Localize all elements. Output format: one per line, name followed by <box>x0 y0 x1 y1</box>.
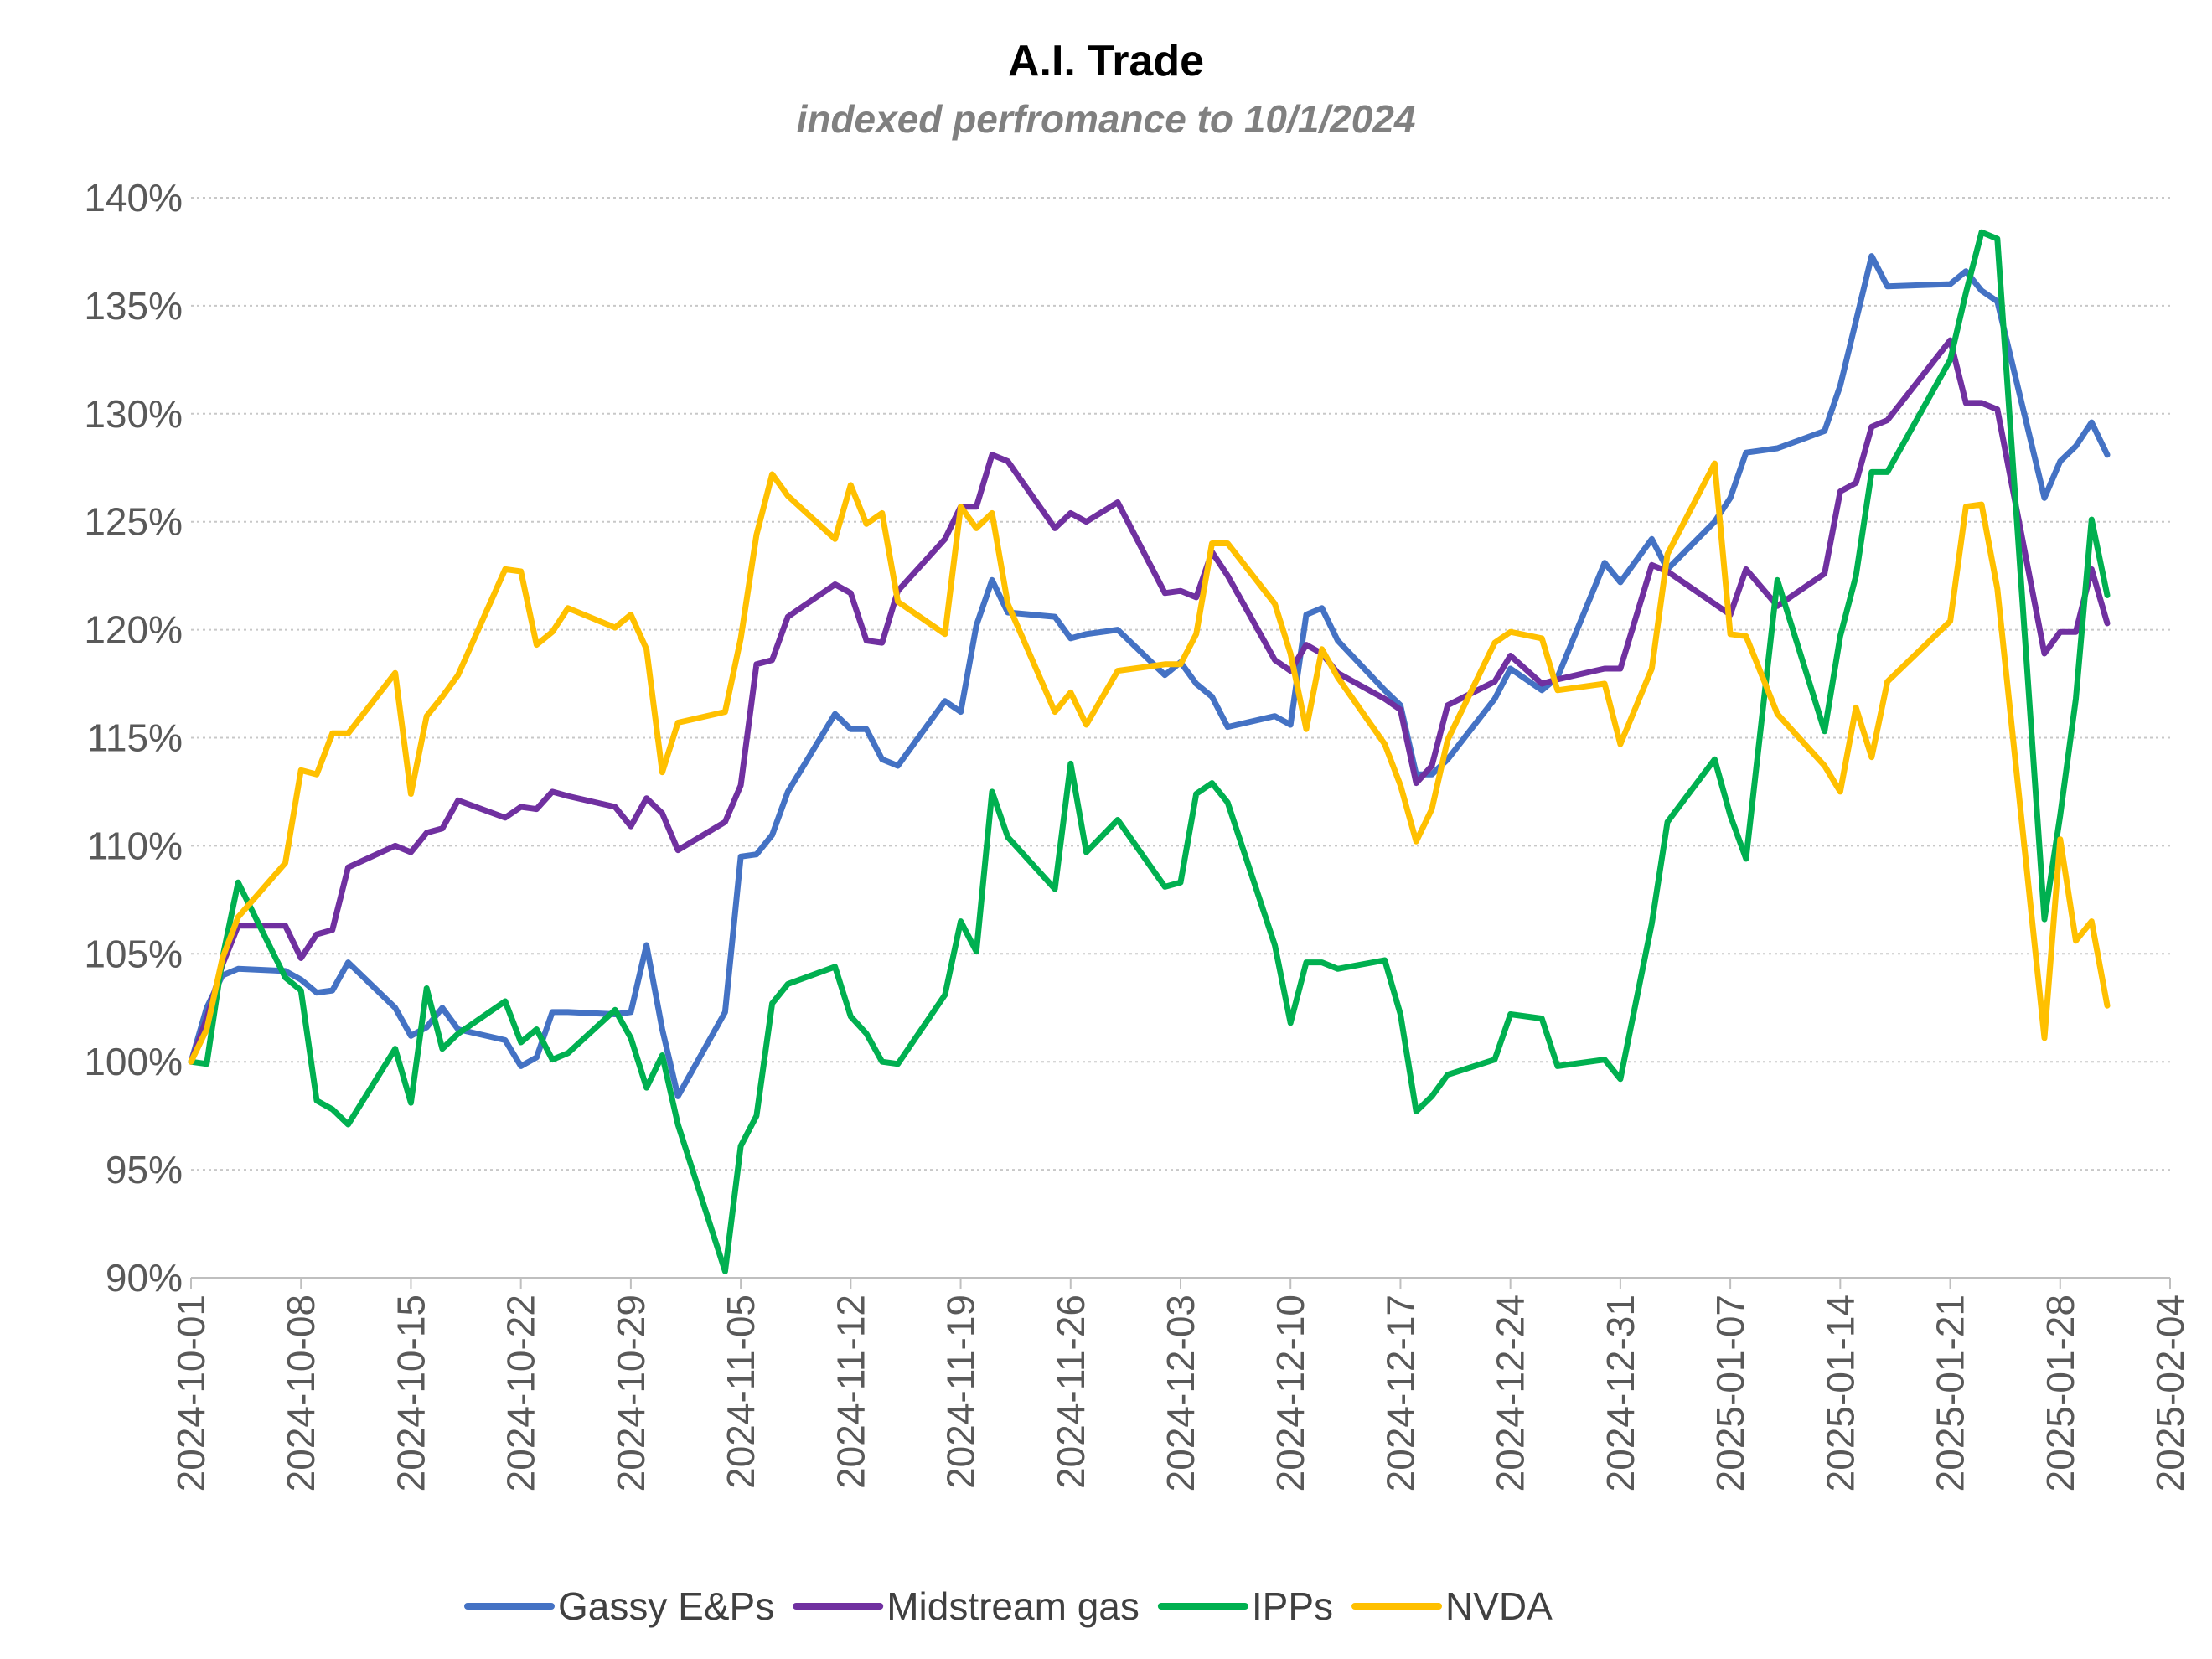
x-tick-label: 2024-10-01 <box>169 1295 213 1491</box>
y-tick-label: 125% <box>84 500 183 544</box>
y-tick-label: 100% <box>84 1040 183 1083</box>
x-tick-label: 2025-01-28 <box>2039 1295 2082 1491</box>
chart-title: A.I. Trade <box>1008 37 1204 85</box>
y-tick-label: 95% <box>106 1148 183 1191</box>
x-tick-label: 2024-11-12 <box>829 1295 872 1489</box>
x-tick-label: 2024-10-22 <box>499 1295 543 1491</box>
series-lines <box>188 229 2111 1274</box>
y-axis-tick-labels: 90% 95% 100% 105% 110% 115% 120% 125% 130% 135% 14… <box>84 176 183 1300</box>
x-tick-label: 2024-10-29 <box>609 1295 653 1491</box>
x-tick-label: 2025-01-14 <box>1818 1295 1862 1491</box>
legend: Gassy E&Ps Midstream gas IPPs NVDA <box>464 1584 1553 1628</box>
x-tick-label: 2025-02-04 <box>2148 1295 2192 1491</box>
y-tick-label: 90% <box>106 1256 183 1300</box>
x-tick-label: 2024-12-31 <box>1599 1295 1642 1491</box>
x-tick-label: 2025-01-21 <box>1929 1295 1972 1491</box>
legend-label: IPPs <box>1252 1584 1333 1628</box>
series-line-ipps <box>188 229 2111 1274</box>
chart-subtitle: indexed perfromance to 10/1/2024 <box>797 97 1416 141</box>
x-tick-label: 2024-10-15 <box>389 1295 432 1491</box>
x-axis: 2024-10-01 2024-10-08 2024-10-15 2024-10-22… <box>169 1277 2192 1491</box>
y-tick-label: 135% <box>84 284 183 328</box>
x-tick-label: 2025-01-07 <box>1708 1295 1752 1491</box>
x-tick-label: 2024-11-19 <box>939 1295 983 1489</box>
y-tick-label: 110% <box>87 824 183 867</box>
y-tick-label: 120% <box>84 608 183 652</box>
y-tick-label: 115% <box>87 716 183 760</box>
series-line-nvda <box>188 460 2111 1065</box>
y-tick-label: 105% <box>84 932 183 975</box>
y-tick-label: 130% <box>84 392 183 436</box>
x-tick-label: 2024-10-08 <box>279 1295 323 1491</box>
x-tick-label: 2024-11-05 <box>719 1295 762 1489</box>
x-tick-label: 2024-12-10 <box>1269 1295 1312 1491</box>
x-tick-label: 2024-12-03 <box>1159 1295 1202 1491</box>
legend-label: Gassy E&Ps <box>558 1584 774 1628</box>
x-tick-label: 2024-11-26 <box>1049 1295 1093 1489</box>
x-tick-label: 2024-12-24 <box>1489 1295 1532 1491</box>
x-tick-label: 2024-12-17 <box>1378 1295 1422 1491</box>
series-line-gassy-e-ps <box>188 253 2111 1099</box>
legend-label: Midstream gas <box>886 1584 1140 1628</box>
y-tick-label: 140% <box>84 176 183 220</box>
legend-label: NVDA <box>1445 1584 1553 1628</box>
